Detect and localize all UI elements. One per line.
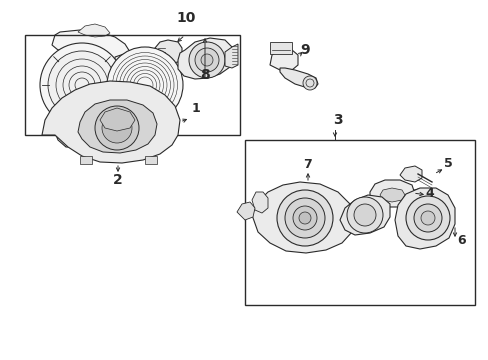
Polygon shape [90,106,140,136]
Circle shape [346,197,382,233]
Circle shape [298,212,310,224]
Polygon shape [52,30,130,64]
Circle shape [48,51,116,119]
Text: 2: 2 [113,173,122,187]
Circle shape [40,43,124,127]
Circle shape [303,76,316,90]
Polygon shape [237,202,254,220]
Text: 4: 4 [425,186,433,199]
Text: 8: 8 [200,68,209,82]
Polygon shape [394,188,454,249]
Bar [80,156,92,164]
Text: 7: 7 [303,158,312,171]
Polygon shape [251,192,267,213]
Polygon shape [404,189,423,204]
Circle shape [102,113,132,143]
Polygon shape [251,182,354,253]
Circle shape [405,196,449,240]
Text: 1: 1 [191,102,200,114]
Polygon shape [399,166,421,182]
Polygon shape [280,68,317,88]
Polygon shape [54,85,178,153]
Circle shape [195,48,219,72]
Polygon shape [269,50,297,70]
Polygon shape [115,52,160,65]
Polygon shape [178,38,234,79]
Polygon shape [78,24,110,37]
Circle shape [413,204,441,232]
Bar [269,42,291,54]
Polygon shape [369,180,414,207]
Circle shape [201,54,213,66]
Text: 10: 10 [176,11,195,25]
Polygon shape [379,188,404,202]
Text: 9: 9 [300,43,309,57]
Polygon shape [42,81,180,163]
Circle shape [420,211,434,225]
Circle shape [292,206,316,230]
Bar [145,156,157,164]
Polygon shape [339,195,389,235]
Circle shape [189,42,224,78]
Polygon shape [224,44,238,68]
Text: 3: 3 [332,113,342,127]
Circle shape [95,106,139,150]
Circle shape [353,204,375,226]
Circle shape [107,47,183,123]
Circle shape [285,198,325,238]
Bar [244,140,474,305]
Text: 6: 6 [457,234,466,247]
Polygon shape [155,40,182,64]
Circle shape [276,190,332,246]
Polygon shape [78,100,157,153]
Polygon shape [100,108,135,131]
Bar [25,35,240,135]
Text: 5: 5 [443,157,451,170]
